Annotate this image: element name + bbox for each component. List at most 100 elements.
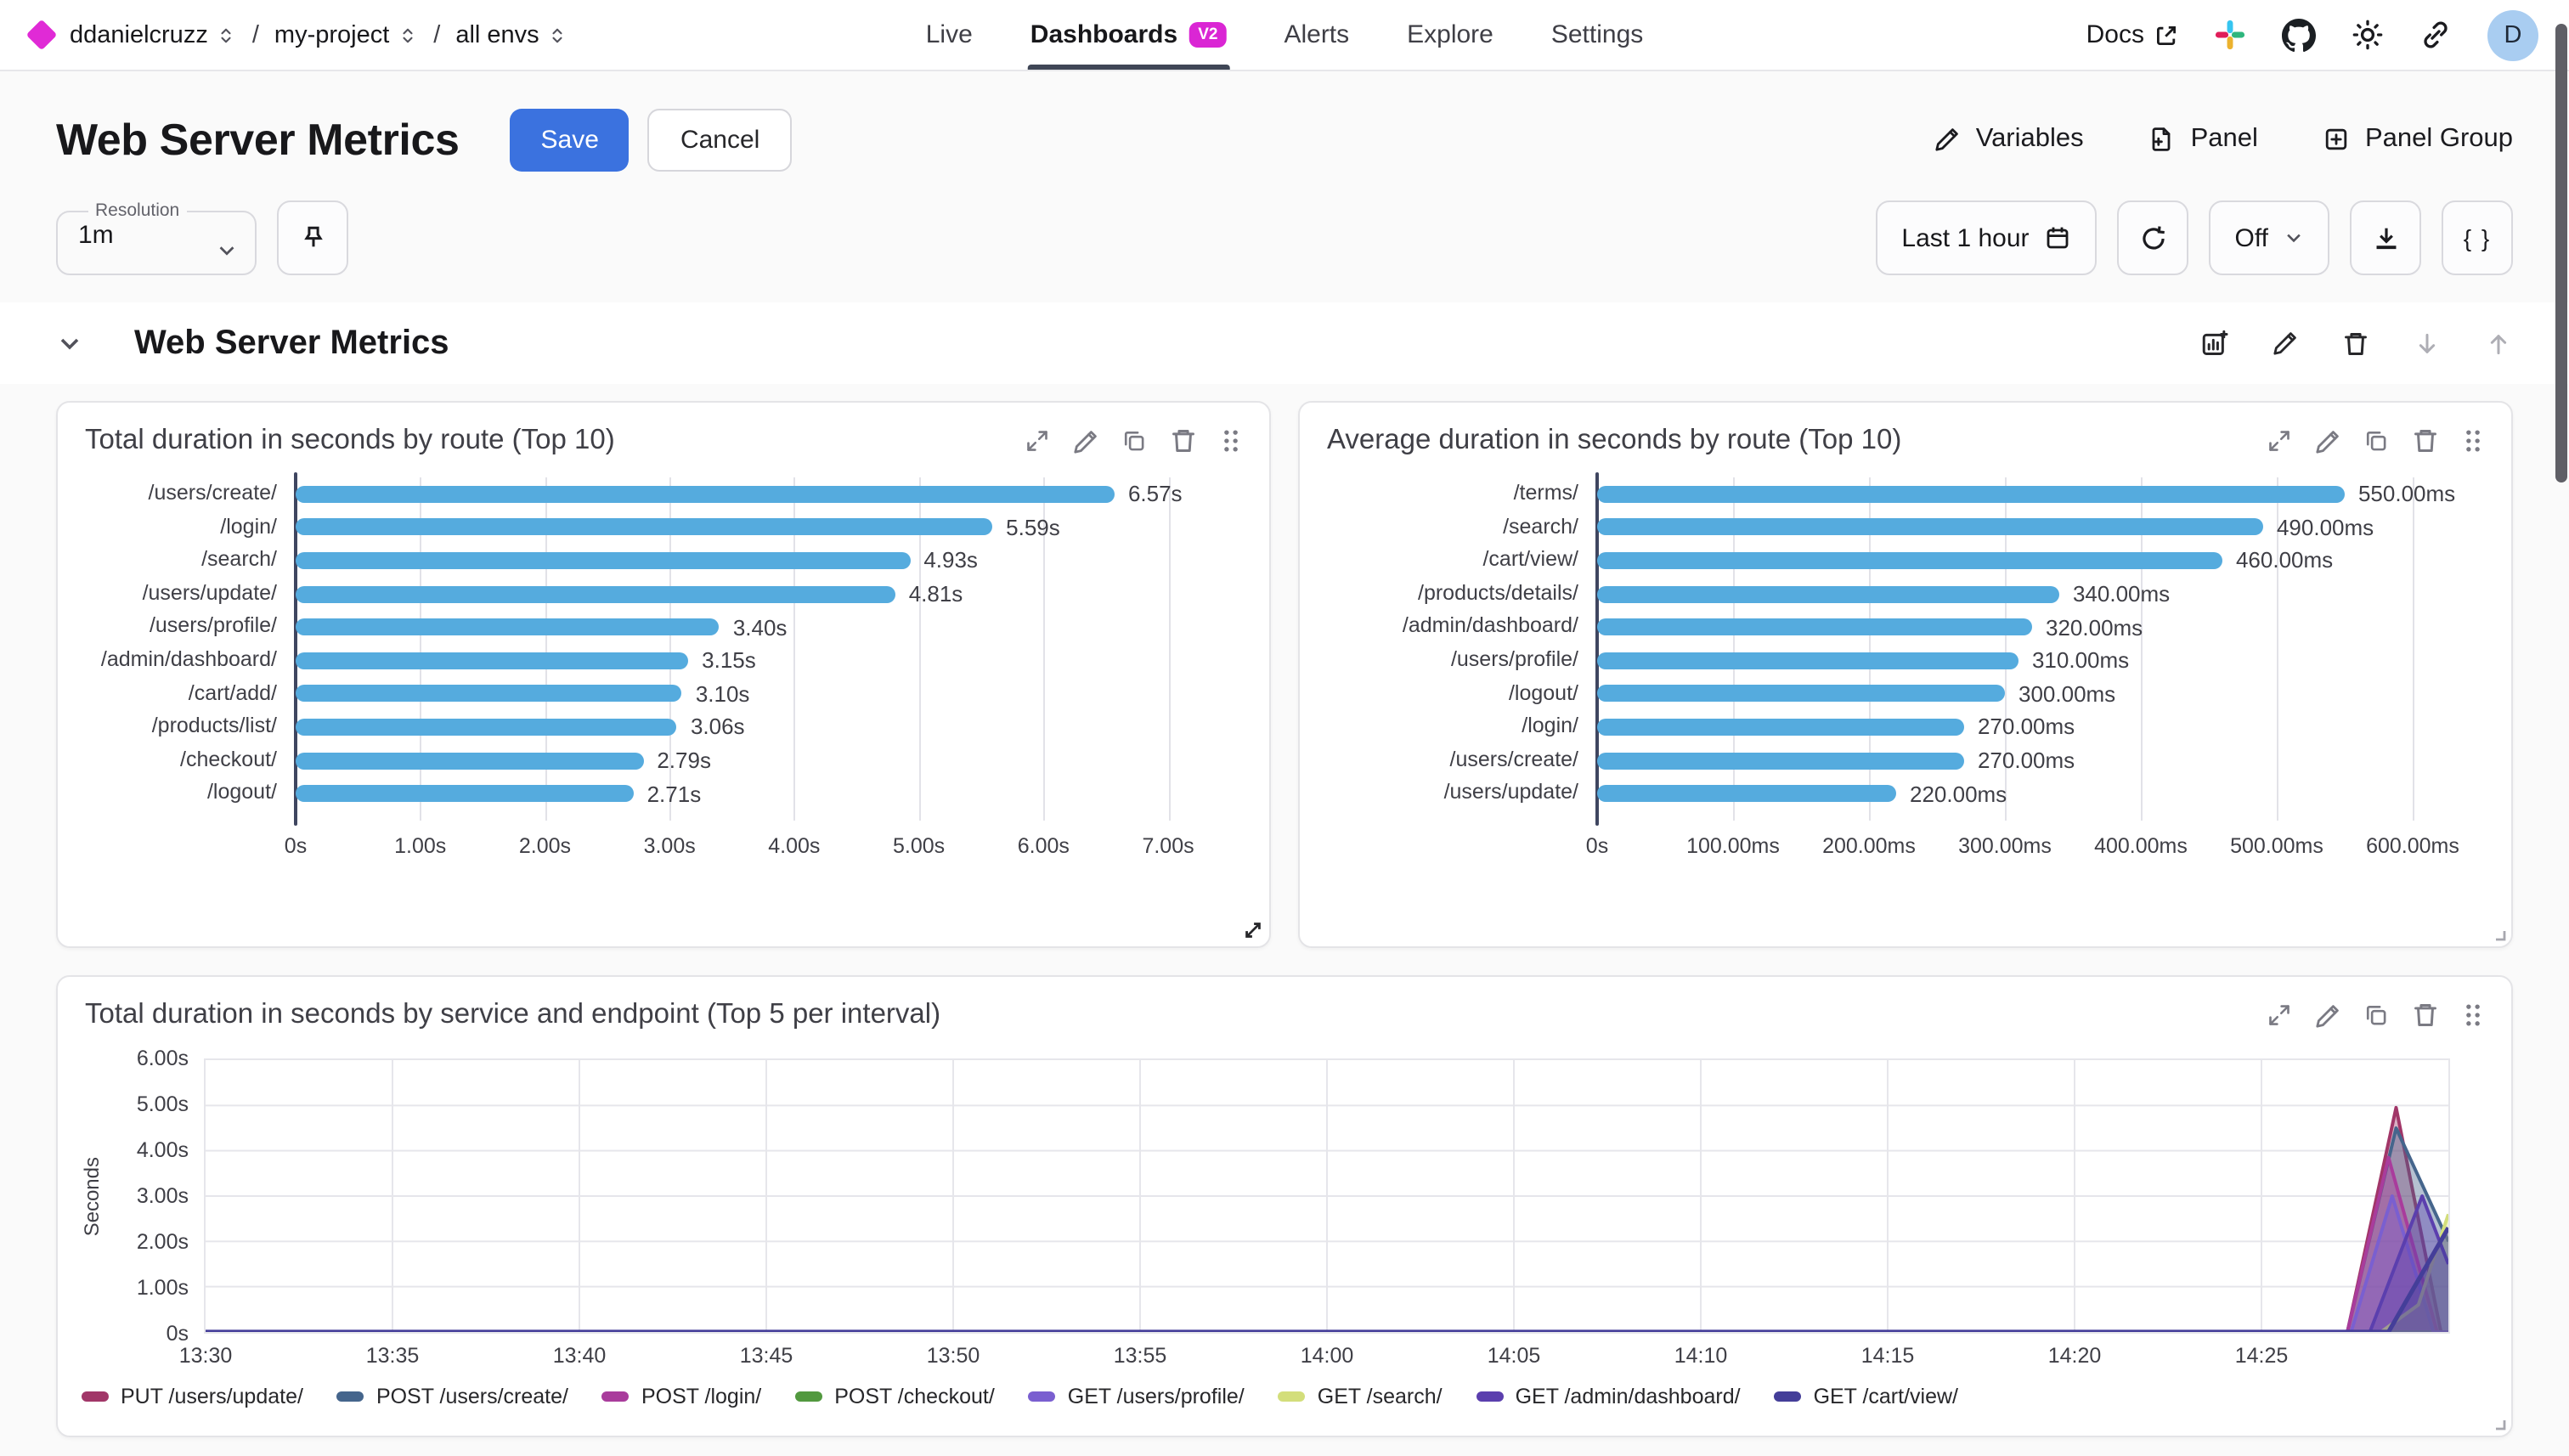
variables-button[interactable]: Variables [1934, 124, 2084, 155]
resize-diagonal-icon[interactable] [1242, 919, 1264, 941]
x-axis-tick-label: 14:00 [1300, 1344, 1354, 1368]
arrow-down-icon[interactable] [2413, 329, 2442, 358]
legend-item[interactable]: POST /users/create/ [336, 1385, 568, 1408]
bar[interactable] [296, 518, 993, 536]
legend-label: POST /users/create/ [375, 1385, 568, 1408]
bar-value-label: 300.00ms [2019, 680, 2116, 707]
legend-item[interactable]: POST /checkout/ [795, 1385, 995, 1408]
nav-left: ddanielcruzz / my-project / all envs [25, 19, 568, 51]
time-range-button[interactable]: Last 1 hour [1876, 200, 2098, 275]
bar[interactable] [296, 551, 911, 569]
pencil-icon[interactable] [1072, 427, 1099, 454]
bar[interactable] [1597, 585, 2059, 603]
drag-handle-icon[interactable] [2462, 428, 2484, 454]
trash-icon[interactable] [2411, 1001, 2440, 1030]
tab-alerts[interactable]: Alerts [1280, 0, 1352, 70]
expand-icon[interactable] [2267, 1002, 2292, 1028]
legend-item[interactable]: GET /cart/view/ [1774, 1385, 1958, 1408]
page-scrollbar[interactable] [2555, 24, 2567, 483]
bar[interactable] [1597, 685, 2005, 703]
resize-corner-icon[interactable] [2487, 1412, 2508, 1432]
bar[interactable] [1597, 518, 2263, 536]
area-chart-svg[interactable] [206, 1060, 2448, 1332]
collapse-chevron-icon[interactable] [56, 330, 83, 357]
trash-icon[interactable] [2411, 426, 2440, 455]
pencil-icon[interactable] [2272, 330, 2299, 357]
legend-item[interactable]: GET /admin/dashboard/ [1476, 1385, 1741, 1408]
breadcrumb-item[interactable]: my-project [274, 21, 418, 48]
pin-button[interactable] [277, 200, 348, 275]
copy-icon[interactable] [2363, 428, 2389, 454]
chevron-down-icon [216, 240, 238, 262]
save-button[interactable]: Save [510, 108, 630, 171]
legend-item[interactable]: GET /users/profile/ [1028, 1385, 1245, 1408]
tab-settings[interactable]: Settings [1548, 0, 1646, 70]
header-actions: Variables Panel Panel Group [1934, 124, 2513, 155]
panel-button[interactable]: Panel [2148, 124, 2258, 155]
bar[interactable] [1597, 551, 2222, 569]
copy-icon[interactable] [1121, 428, 1147, 454]
panel-group-actions [2200, 329, 2513, 358]
avatar[interactable]: D [2487, 9, 2538, 60]
docs-link[interactable]: Docs [2086, 20, 2178, 49]
bar[interactable] [296, 718, 677, 736]
link-icon[interactable] [2419, 19, 2452, 51]
bar[interactable] [1597, 718, 1964, 736]
panel-group-button[interactable]: Panel Group [2323, 124, 2513, 155]
x-axis-tick-label: 200.00ms [1822, 834, 1916, 858]
download-button[interactable] [2350, 200, 2421, 275]
bar[interactable] [296, 618, 720, 636]
legend-item[interactable]: POST /login/ [601, 1385, 761, 1408]
resize-corner-icon[interactable] [2487, 923, 2508, 943]
bar[interactable] [1597, 485, 2345, 503]
trash-icon[interactable] [1169, 426, 1198, 455]
drag-handle-icon[interactable] [1220, 428, 1242, 454]
cancel-button[interactable]: Cancel [647, 108, 793, 171]
gridline [669, 477, 672, 821]
bar[interactable] [296, 585, 895, 603]
copy-icon[interactable] [2363, 1002, 2389, 1028]
bar[interactable] [296, 785, 634, 803]
expand-icon[interactable] [2267, 428, 2292, 454]
auto-refresh-value: Off [2234, 223, 2268, 252]
expand-icon[interactable] [1025, 428, 1050, 454]
json-button[interactable]: { } [2442, 200, 2513, 275]
theme-icon[interactable] [2352, 19, 2384, 51]
resolution-select[interactable]: Resolution 1m [56, 200, 257, 275]
bar[interactable] [296, 752, 644, 770]
auto-refresh-select[interactable]: Off [2209, 200, 2329, 275]
bar[interactable] [1597, 652, 2019, 669]
legend-item[interactable]: GET /search/ [1278, 1385, 1443, 1408]
bar-row: 4.93s [296, 544, 1245, 577]
legend-label: GET /cart/view/ [1813, 1385, 1958, 1408]
refresh-button[interactable] [2117, 200, 2189, 275]
bar[interactable] [1597, 618, 2032, 636]
add-chart-icon[interactable] [2200, 329, 2229, 358]
arrow-up-icon[interactable] [2484, 329, 2513, 358]
tab-live[interactable]: Live [923, 0, 976, 70]
gridline [918, 477, 921, 821]
trash-icon[interactable] [2341, 329, 2370, 358]
panel-title: Total duration in seconds by route (Top … [85, 425, 615, 455]
bar-category-label: /products/details/ [1418, 580, 1578, 605]
panel-group-header: Web Server Metrics [0, 302, 2569, 384]
tab-dashboards[interactable]: Dashboards V2 [1026, 0, 1231, 70]
slack-icon[interactable] [2214, 19, 2246, 51]
drag-handle-icon[interactable] [2462, 1002, 2484, 1028]
bar[interactable] [1597, 752, 1964, 770]
y-axis-tick-label: 2.00s [136, 1230, 189, 1254]
breadcrumb-item[interactable]: all envs [455, 21, 567, 48]
pencil-icon[interactable] [2314, 1002, 2341, 1029]
bar[interactable] [296, 685, 682, 703]
legend-label: GET /admin/dashboard/ [1515, 1385, 1741, 1408]
pencil-icon[interactable] [2314, 427, 2341, 454]
bar[interactable] [296, 652, 689, 669]
github-icon[interactable] [2282, 18, 2316, 52]
bar[interactable] [296, 485, 1115, 503]
breadcrumb-item[interactable]: ddanielcruzz [70, 21, 237, 48]
legend-item[interactable]: PUT /users/update/ [82, 1385, 303, 1408]
tab-explore[interactable]: Explore [1403, 0, 1497, 70]
logo-icon[interactable] [25, 19, 58, 51]
bar[interactable] [1597, 785, 1896, 803]
x-axis-tick-label: 13:55 [1113, 1344, 1167, 1368]
